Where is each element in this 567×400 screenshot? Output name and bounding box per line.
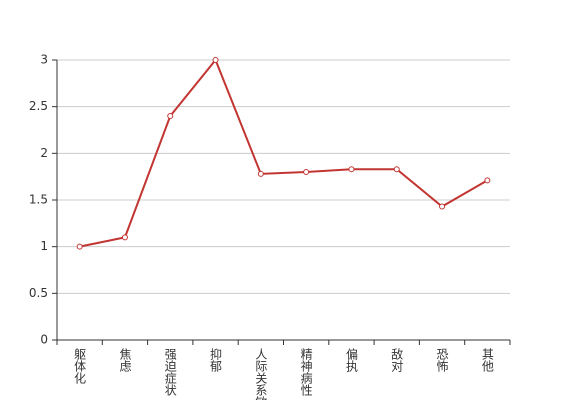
point <box>121 234 128 241</box>
y-tick-label: 1 <box>40 239 48 253</box>
point <box>484 177 491 184</box>
x-tick-label: 其他 <box>480 348 494 372</box>
point <box>348 166 355 173</box>
x-tick-label: 躯体化 <box>73 347 87 385</box>
point <box>167 113 174 119</box>
point <box>257 170 264 177</box>
line <box>79 58 488 248</box>
x-tick-label: 焦虑 <box>118 348 132 372</box>
point <box>212 57 219 63</box>
y-tick-label: 0.5 <box>29 286 48 300</box>
point <box>303 169 310 175</box>
y-tick-label: 2 <box>40 146 48 160</box>
y-tick-label: 3 <box>40 53 48 67</box>
y-tick-label: 2.5 <box>29 99 48 113</box>
x-tick-label: 偏执 <box>344 347 358 373</box>
x-tick-label: 强迫症状 <box>163 348 177 396</box>
point <box>439 203 446 210</box>
point <box>393 166 400 173</box>
x-tick-label: 敌对 <box>390 347 404 372</box>
x-tick-label: 人际关系敏感 <box>254 348 268 400</box>
y-tick-label: 0 <box>40 333 48 347</box>
point <box>76 243 83 250</box>
y-tick-label: 1.5 <box>29 193 48 207</box>
x-tick-label: 抑郁 <box>209 347 223 373</box>
x-tick-label: 恐怖 <box>435 348 449 372</box>
x-tick-label: 精神病性 <box>299 348 313 397</box>
